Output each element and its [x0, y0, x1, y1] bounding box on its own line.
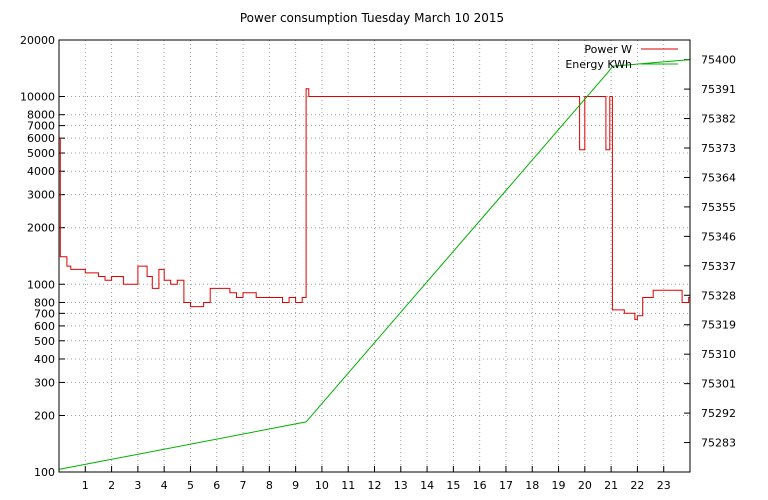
y2-tick-label: 75382 — [701, 113, 736, 126]
y2-tick-label: 75364 — [701, 171, 736, 184]
y-tick-label: 400 — [34, 353, 55, 366]
x-tick-label: 19 — [552, 479, 566, 492]
x-tick-label: 21 — [604, 479, 618, 492]
x-tick-label: 11 — [341, 479, 355, 492]
x-tick-label: 15 — [446, 479, 460, 492]
x-tick-label: 7 — [240, 479, 247, 492]
x-tick-label: 23 — [657, 479, 671, 492]
y2-tick-label: 75337 — [701, 260, 736, 273]
x-tick-label: 22 — [630, 479, 644, 492]
x-tick-label: 13 — [394, 479, 408, 492]
series-line — [58, 59, 691, 470]
x-tick-label: 9 — [292, 479, 299, 492]
y-tick-label: 2000 — [27, 222, 55, 235]
grid-lines — [59, 39, 690, 473]
y-tick-label: 500 — [34, 335, 55, 348]
y-tick-label: 4000 — [27, 165, 55, 178]
x-tick-label: 17 — [499, 479, 513, 492]
x-tick-label: 4 — [161, 479, 168, 492]
y2-tick-label: 75310 — [701, 348, 736, 361]
y-tick-label: 700 — [34, 307, 55, 320]
y2-tick-label: 75346 — [701, 230, 736, 243]
y2-tick-label: 75355 — [701, 201, 736, 214]
chart-title: Power consumption Tuesday March 10 2015 — [240, 11, 504, 25]
y2-tick-label: 75373 — [701, 142, 736, 155]
y-tick-label: 300 — [34, 376, 55, 389]
x-tick-label: 18 — [525, 479, 539, 492]
legend: Power W Energy KWh — [565, 43, 678, 71]
x-tick-label: 14 — [420, 479, 434, 492]
y-tick-label: 1000 — [27, 278, 55, 291]
x-axis-ticks: 1 2 3 4 5 6 7 8 9 10 11 12 13 14 15 16 17 18 19 20 21 22 23 — [82, 466, 671, 492]
x-tick-label: 6 — [213, 479, 220, 492]
y2-tick-label: 75319 — [701, 319, 736, 332]
y2-axis-ticks: 75283 75292 75301 75310 75319 75328 75337 75346… — [684, 54, 736, 450]
x-tick-label: 3 — [134, 479, 141, 492]
x-tick-label: 8 — [266, 479, 273, 492]
y-tick-label: 20000 — [20, 34, 55, 47]
y2-tick-label: 75391 — [701, 83, 736, 96]
y-tick-label: 200 — [34, 409, 55, 422]
plot-frame — [58, 39, 691, 473]
legend-label: Energy KWh — [565, 58, 632, 71]
legend-label: Power W — [584, 43, 632, 56]
y-tick-label: 5000 — [27, 147, 55, 160]
series-lines — [58, 59, 691, 470]
x-tick-label: 16 — [473, 479, 487, 492]
series-line — [59, 88, 690, 320]
y2-tick-label: 75301 — [701, 378, 736, 391]
y-tick-label: 8000 — [27, 109, 55, 122]
y-tick-label: 100 — [34, 466, 55, 479]
y2-tick-label: 75400 — [701, 54, 736, 67]
y-tick-label: 600 — [34, 320, 55, 333]
y2-tick-label: 75328 — [701, 289, 736, 302]
x-tick-label: 20 — [578, 479, 592, 492]
y2-tick-label: 75292 — [701, 407, 736, 420]
y-tick-label: 3000 — [27, 189, 55, 202]
y-tick-label: 7000 — [27, 120, 55, 133]
x-tick-label: 5 — [187, 479, 194, 492]
x-tick-label: 2 — [108, 479, 115, 492]
y-tick-label: 10000 — [20, 91, 55, 104]
x-tick-label: 10 — [315, 479, 329, 492]
y-tick-label: 800 — [34, 296, 55, 309]
x-tick-label: 1 — [82, 479, 89, 492]
y2-tick-label: 75283 — [701, 437, 736, 450]
y-tick-label: 6000 — [27, 132, 55, 145]
x-tick-label: 12 — [368, 479, 382, 492]
